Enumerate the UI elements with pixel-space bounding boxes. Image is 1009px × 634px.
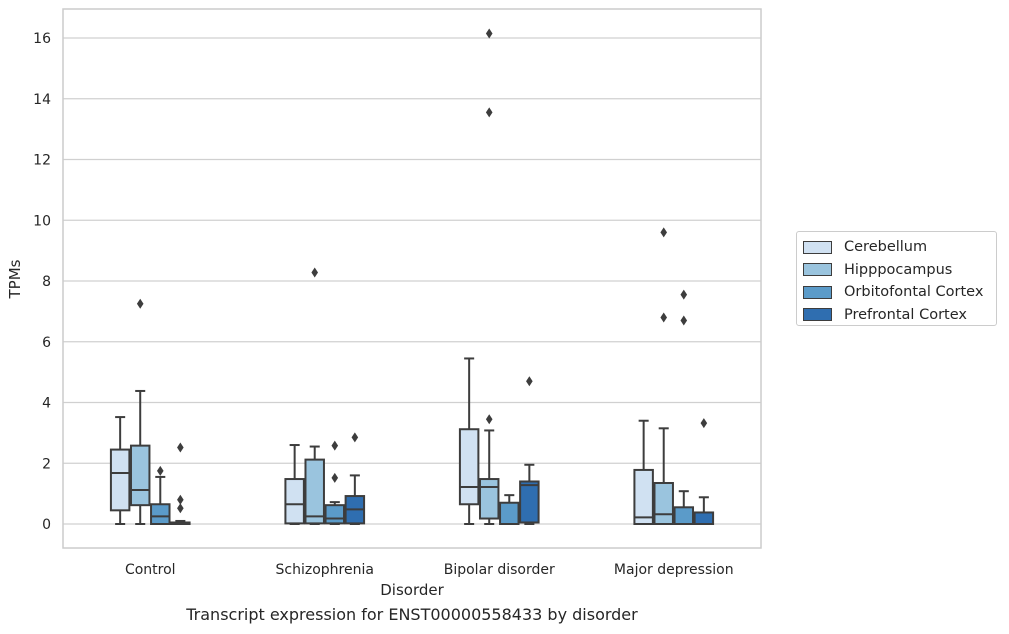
outlier-marker xyxy=(485,414,493,425)
outlier-marker xyxy=(660,227,668,238)
box-groups xyxy=(109,28,715,526)
box-hipppocampus xyxy=(478,28,500,525)
figure-caption: Transcript expression for ENST0000055843… xyxy=(186,605,638,624)
legend-label: Cerebellum xyxy=(844,239,928,256)
x-tick-label: Control xyxy=(125,562,176,578)
outlier-marker xyxy=(680,315,688,326)
outlier-marker xyxy=(700,418,708,429)
box-iqr xyxy=(693,511,715,526)
x-tick-label: Bipolar disorder xyxy=(444,562,555,578)
legend-swatch xyxy=(803,240,832,254)
legend-label: Prefrontal Cortex xyxy=(844,306,967,323)
box-iqr xyxy=(109,448,131,512)
box-orbitofontal-cortex xyxy=(150,465,171,526)
legend-item: Cerebellum xyxy=(803,236,996,259)
box-iqr xyxy=(478,478,500,520)
box-iqr xyxy=(458,428,480,506)
outlier-marker xyxy=(136,298,144,309)
outlier-marker xyxy=(526,376,533,387)
legend: Cerebellum Hipppocampus Orbitofontal Corte… xyxy=(796,231,997,326)
y-tick-label: 16 xyxy=(33,31,51,47)
outlier-marker xyxy=(156,465,164,476)
legend-swatch xyxy=(803,263,832,277)
box-hipppocampus xyxy=(653,227,674,525)
box-cerebellum xyxy=(633,419,654,525)
box-iqr xyxy=(673,506,695,526)
y-tick-labels: 0 2 4 6 8 10 12 14 16 xyxy=(33,31,51,533)
y-tick-label: 10 xyxy=(33,213,51,229)
legend-item: Orbitofontal Cortex xyxy=(803,281,996,304)
box-iqr xyxy=(150,503,171,526)
box-iqr xyxy=(653,481,674,525)
outlier-marker xyxy=(351,432,359,443)
outlier-marker xyxy=(177,503,184,514)
plot-area-frame xyxy=(62,8,762,549)
box-orbitofontal-cortex xyxy=(499,494,520,525)
legend-label: Orbitofontal Cortex xyxy=(844,284,984,301)
x-axis-label: Disorder xyxy=(380,581,444,599)
outlier-marker xyxy=(485,28,493,39)
box-iqr xyxy=(304,458,325,525)
box-cerebellum xyxy=(109,416,131,525)
box-orbitofontal-cortex xyxy=(324,440,346,525)
y-tick-label: 0 xyxy=(42,517,51,533)
gridlines xyxy=(63,37,761,525)
box-cerebellum xyxy=(458,357,480,525)
x-tick-label: Schizophrenia xyxy=(276,562,374,578)
box-iqr xyxy=(129,444,151,507)
legend-swatch xyxy=(803,308,832,322)
x-tick-label: Major depression xyxy=(614,562,734,578)
box-prefrontal-cortex xyxy=(344,432,366,525)
y-tick-label: 6 xyxy=(42,335,51,351)
y-tick-label: 14 xyxy=(33,92,51,108)
legend-swatch xyxy=(803,285,832,299)
outlier-marker xyxy=(680,289,688,300)
x-tick-labels: Control Schizophrenia Bipolar disorder Majo… xyxy=(125,562,734,578)
outlier-marker xyxy=(311,267,319,278)
outlier-marker xyxy=(331,472,339,483)
box-prefrontal-cortex xyxy=(693,418,715,526)
outlier-marker xyxy=(485,107,493,118)
y-tick-label: 2 xyxy=(42,456,51,472)
box-iqr xyxy=(633,468,654,525)
legend-item: Hipppocampus xyxy=(803,259,996,282)
legend-label: Hipppocampus xyxy=(844,261,953,278)
box-iqr xyxy=(324,504,346,525)
box-prefrontal-cortex xyxy=(519,376,540,525)
outlier-marker xyxy=(177,442,184,453)
box-prefrontal-cortex xyxy=(170,442,191,526)
legend-item: Prefrontal Cortex xyxy=(803,304,996,327)
box-iqr xyxy=(499,501,520,525)
y-axis-label: TPMs xyxy=(6,259,24,299)
y-tick-label: 12 xyxy=(33,153,51,169)
box-orbitofontal-cortex xyxy=(673,289,695,526)
y-tick-label: 8 xyxy=(42,274,51,290)
box-hipppocampus xyxy=(129,298,151,525)
outlier-marker xyxy=(331,440,339,451)
box-hipppocampus xyxy=(304,267,325,525)
outlier-marker xyxy=(177,494,184,505)
y-tick-label: 4 xyxy=(42,396,51,412)
box-iqr xyxy=(519,480,540,524)
box-iqr xyxy=(284,478,305,525)
box-cerebellum xyxy=(284,444,305,525)
outlier-marker xyxy=(660,312,668,323)
